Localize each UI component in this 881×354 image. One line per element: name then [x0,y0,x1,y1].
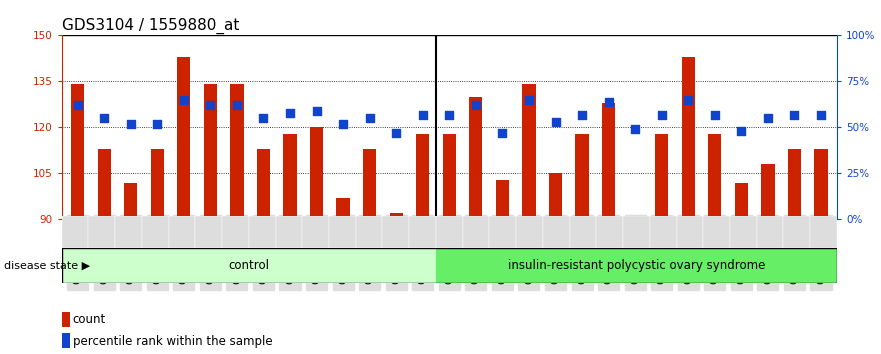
Point [70,103,85,108]
Bar [814,149,827,219]
Bar [409,216,436,248]
Bar [628,216,641,219]
Point [761,115,775,121]
Bar [543,216,570,248]
Point [469,103,483,108]
Bar [788,149,801,219]
Point [283,110,297,115]
Point [549,119,563,125]
Point [788,112,802,118]
Bar [811,216,837,248]
Bar [389,213,403,219]
Point [707,112,722,118]
Bar [196,216,222,248]
Point [628,126,642,132]
Bar [248,216,276,248]
Bar [151,149,164,219]
Bar [463,216,490,248]
Bar [436,216,463,248]
Bar [442,133,456,219]
Bar [708,133,722,219]
Point [495,130,509,136]
Bar [522,85,536,219]
Bar [783,216,811,248]
Bar [650,216,677,248]
Point [522,97,536,103]
FancyBboxPatch shape [62,248,436,283]
Text: count: count [72,313,106,326]
Bar [570,216,596,248]
Bar [496,179,509,219]
Text: GDS3104 / 1559880_at: GDS3104 / 1559880_at [62,18,239,34]
Point [256,115,270,121]
Point [416,112,430,118]
Bar [356,216,382,248]
Bar [490,216,516,248]
Bar [516,216,543,248]
FancyBboxPatch shape [436,248,837,283]
Bar [761,164,774,219]
Point [204,103,218,108]
Bar [735,183,748,219]
Bar [596,216,623,248]
Bar [602,103,615,219]
Point [575,112,589,118]
Point [97,115,111,121]
Point [336,121,350,127]
Text: control: control [228,259,270,272]
Bar [71,85,85,219]
Bar [302,216,329,248]
Bar [337,198,350,219]
Point [681,97,695,103]
Bar [62,216,88,248]
Point [389,130,403,136]
Bar [257,149,270,219]
Text: percentile rank within the sample: percentile rank within the sample [72,335,272,348]
Text: insulin-resistant polycystic ovary syndrome: insulin-resistant polycystic ovary syndr… [507,259,765,272]
Text: disease state ▶: disease state ▶ [4,261,91,270]
Bar [470,97,483,219]
Point [655,112,669,118]
Bar [363,149,376,219]
Bar [276,216,302,248]
Bar [124,183,137,219]
Point [230,103,244,108]
Bar [310,127,323,219]
Bar [222,216,248,248]
Point [150,121,164,127]
Bar [204,85,217,219]
Point [123,121,137,127]
Bar [230,85,243,219]
Bar [623,216,650,248]
Bar [168,216,196,248]
Point [442,112,456,118]
Point [814,112,828,118]
Bar [677,216,703,248]
Bar [284,133,297,219]
Bar [416,133,429,219]
Point [735,128,749,134]
Bar [88,216,115,248]
Bar [549,173,562,219]
Bar [757,216,783,248]
Bar [62,333,70,348]
Bar [682,57,695,219]
Point [177,97,191,103]
Bar [62,312,70,327]
Point [602,99,616,104]
Point [309,108,323,114]
Bar [329,216,356,248]
Bar [98,149,111,219]
Bar [177,57,190,219]
Bar [115,216,142,248]
Point [363,115,377,121]
Bar [703,216,730,248]
Bar [655,133,669,219]
Bar [730,216,757,248]
Bar [142,216,168,248]
Bar [575,133,589,219]
Bar [382,216,409,248]
